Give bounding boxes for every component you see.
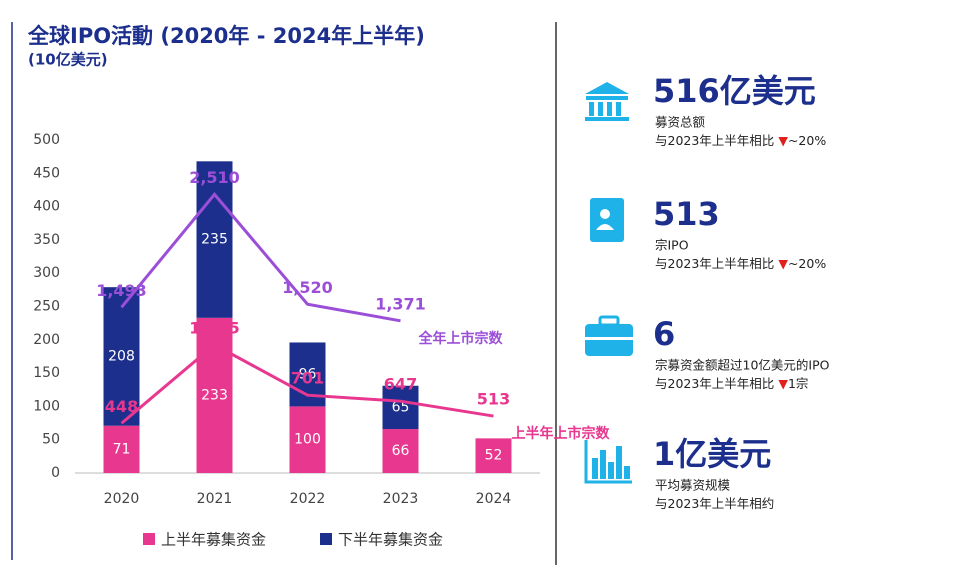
legend-label: 上半年募集资金 (161, 531, 266, 549)
y-tick-label: 400 (33, 199, 60, 215)
legend-swatch (320, 533, 332, 545)
change-arrow: ▼ (778, 133, 788, 148)
y-tick-label: 500 (33, 132, 60, 148)
bar-value-label: 233 (201, 387, 228, 403)
icon (592, 458, 598, 479)
y-tick-label: 100 (33, 398, 60, 414)
change-arrow: ▼ (778, 256, 788, 271)
x-tick-label: 2024 (476, 491, 512, 507)
y-tick-label: 0 (51, 465, 60, 481)
stat-compare: 与2023年上半年相比 ▼~20% (655, 133, 826, 148)
bar-value-label: 235 (201, 232, 228, 248)
bar (382, 385, 419, 430)
bar (475, 438, 512, 473)
y-tick-label: 450 (33, 165, 60, 181)
chart-subtitle: (10亿美元) (28, 51, 108, 69)
change-text: ~20% (788, 133, 826, 148)
line (120, 342, 494, 425)
stat-label: 宗募资金额超过10亿美元的IPO (655, 358, 830, 373)
line-value-label: 1,371 (375, 294, 426, 313)
icon (600, 450, 606, 479)
y-tick-label: 350 (33, 232, 60, 248)
stat-value: 513 (653, 195, 720, 233)
x-tick-label: 2021 (197, 491, 233, 507)
x-tick-label: 2020 (104, 491, 140, 507)
y-tick-label: 250 (33, 299, 60, 315)
x-tick-label: 2022 (290, 491, 326, 507)
legend-label: 下半年募集资金 (338, 531, 443, 549)
icon (585, 82, 629, 121)
compare-text: 与2023年上半年相约 (655, 496, 774, 511)
stat-value: 516亿美元 (653, 72, 816, 110)
icon (600, 209, 610, 219)
bar (382, 429, 419, 473)
icon (616, 446, 622, 479)
stat-label: 募资总额 (655, 115, 706, 130)
stat-value: 6 (653, 315, 675, 353)
y-tick-label: 200 (33, 332, 60, 348)
stat-compare: 与2023年上半年相约 (655, 496, 774, 511)
series-label: 上半年上市宗数 (512, 425, 611, 442)
line-value-label: 1,493 (96, 281, 147, 300)
bar-value-label: 71 (113, 441, 131, 457)
change-arrow: ▼ (778, 376, 788, 391)
line-value-label: 701 (291, 369, 324, 388)
line-value-label: 1,520 (282, 278, 333, 297)
line-value-label: 2,510 (189, 168, 240, 187)
x-tick-label: 2023 (383, 491, 419, 507)
compare-text: 与2023年上半年相比 (655, 133, 774, 148)
icon (596, 224, 614, 230)
icon (590, 198, 624, 242)
icon (624, 466, 630, 479)
stat-label: 平均募资规模 (655, 478, 731, 493)
chart-title: 全球IPO活動 (2020年 - 2024年上半年) (27, 24, 425, 48)
bar-value-label: 96 (299, 366, 317, 382)
y-tick-label: 300 (33, 265, 60, 281)
line-value-label: 513 (477, 390, 510, 409)
icon (585, 337, 633, 340)
line-value-label: 448 (105, 397, 138, 416)
bar-value-label: 52 (485, 448, 503, 464)
line (120, 192, 401, 323)
bar-value-label: 66 (392, 443, 410, 459)
stat-compare: 与2023年上半年相比 ▼~20% (655, 256, 826, 271)
icon (608, 462, 614, 479)
change-text: 1宗 (788, 376, 808, 391)
compare-text: 与2023年上半年相比 (655, 376, 774, 391)
change-text: ~20% (788, 256, 826, 271)
bar (196, 161, 233, 318)
bar-value-label: 208 (108, 348, 135, 364)
stat-value: 1亿美元 (653, 435, 771, 473)
line-value-label: 647 (384, 375, 417, 394)
line-value-label: 1,155 (189, 318, 240, 337)
compare-text: 与2023年上半年相比 (655, 256, 774, 271)
series-label: 全年上市宗数 (418, 330, 504, 347)
y-tick-label: 50 (42, 432, 60, 448)
bar (103, 425, 140, 473)
stat-label: 宗IPO (655, 238, 689, 253)
icon (584, 440, 632, 484)
legend-swatch (143, 533, 155, 545)
bar-value-label: 100 (294, 432, 321, 448)
bar (103, 287, 140, 426)
stat-compare: 与2023年上半年相比 ▼1宗 (655, 376, 808, 391)
icon (598, 315, 620, 327)
bar (289, 406, 326, 473)
y-tick-label: 150 (33, 365, 60, 381)
